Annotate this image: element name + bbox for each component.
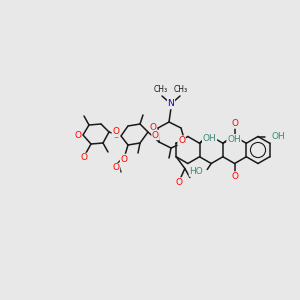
Text: O: O [231, 172, 238, 181]
Text: CH₃: CH₃ [154, 85, 168, 94]
Text: O: O [149, 122, 157, 131]
Text: HO: HO [190, 167, 203, 176]
Text: O: O [152, 130, 159, 140]
Text: O: O [112, 128, 119, 136]
Text: N: N [168, 100, 174, 109]
Text: O: O [178, 136, 185, 145]
Text: OH: OH [227, 135, 241, 144]
Text: O: O [121, 154, 128, 164]
Text: O: O [112, 131, 119, 140]
Text: O: O [112, 164, 119, 172]
Text: OH: OH [271, 132, 285, 141]
Text: O: O [176, 178, 182, 187]
Text: CH₃: CH₃ [174, 85, 188, 94]
Text: O: O [74, 130, 82, 140]
Text: OH: OH [203, 134, 216, 143]
Text: O: O [231, 119, 238, 128]
Text: O: O [80, 154, 88, 163]
